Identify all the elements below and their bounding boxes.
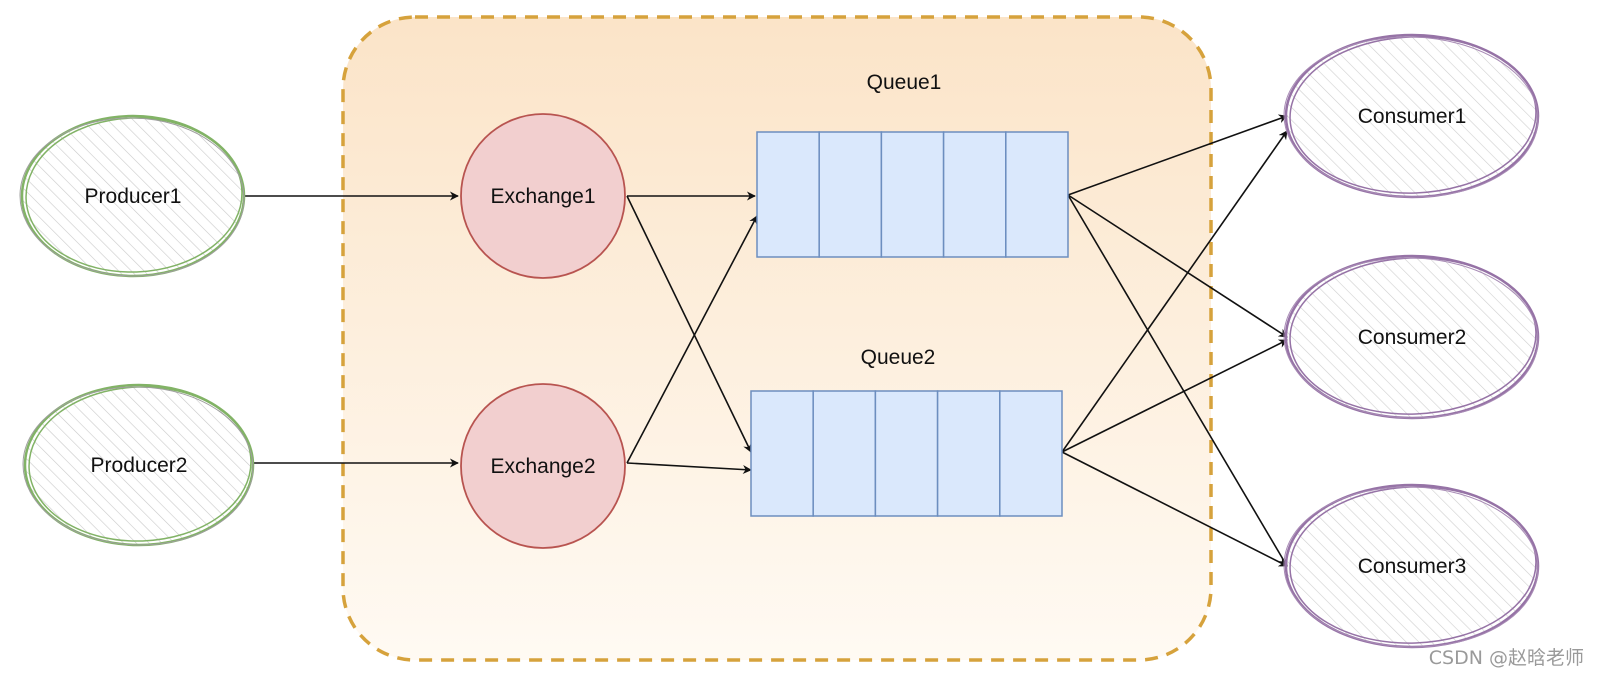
queue2-slot: [874, 390, 939, 517]
queue2-slot: [936, 390, 1001, 517]
producer-2-label: Producer2: [91, 454, 188, 477]
exchange-2: Exchange2: [460, 383, 626, 549]
edge-e2-q1: [626, 215, 758, 464]
queue2-slot: [999, 390, 1063, 517]
queue-1-title: Queue1: [867, 71, 942, 94]
exchange-2-label: Exchange2: [490, 455, 595, 478]
edges-layer: [244, 114, 1288, 567]
queue-2: [750, 390, 1063, 517]
edge-q2-c1: [1061, 130, 1288, 453]
producer-1-label: Producer1: [85, 185, 182, 208]
edge-q1-c1: [1067, 114, 1288, 196]
consumer-1: Consumer1: [1283, 33, 1540, 199]
watermark-text: CSDN @赵晗老师: [1429, 647, 1584, 669]
edge-q2-c3: [1061, 451, 1288, 567]
consumer-1-label: Consumer1: [1358, 105, 1467, 128]
broker-container: [341, 15, 1213, 662]
consumer-3: Consumer3: [1283, 483, 1540, 649]
queue-1: [756, 131, 1069, 258]
edge-e1-q2: [626, 195, 752, 453]
consumer-2-label: Consumer2: [1358, 326, 1467, 349]
consumer-3-label: Consumer3: [1358, 555, 1467, 578]
queue1-slot: [756, 131, 820, 258]
queue1-slot: [1005, 131, 1069, 258]
edge-q1-c3: [1067, 194, 1288, 567]
exchange-1-label: Exchange1: [490, 185, 595, 208]
queue1-slot: [818, 131, 883, 258]
queue-2-title: Queue2: [861, 346, 936, 369]
edge-q1-c2: [1067, 194, 1288, 338]
consumer-2: Consumer2: [1283, 254, 1540, 420]
producer-1: Producer1: [19, 114, 246, 278]
edge-q2-c2: [1061, 339, 1288, 453]
producer-2: Producer2: [22, 383, 255, 547]
queue1-slot: [880, 131, 945, 258]
edge-e2-q2: [626, 462, 752, 475]
queue2-slot: [750, 390, 814, 517]
exchange-1: Exchange1: [460, 113, 626, 279]
queue2-slot: [812, 390, 877, 517]
queue1-slot: [942, 131, 1007, 258]
